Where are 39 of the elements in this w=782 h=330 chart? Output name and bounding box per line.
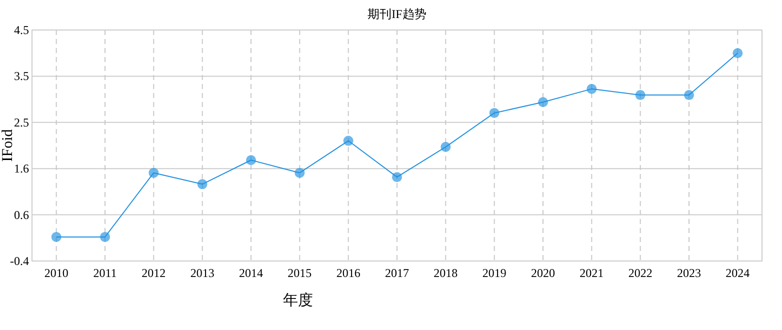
point xyxy=(538,97,548,108)
point xyxy=(732,48,743,58)
point xyxy=(586,84,597,94)
point xyxy=(635,90,646,100)
x-tick-label: 2013 xyxy=(190,266,214,280)
y-tick-label: 1.6 xyxy=(14,162,29,176)
x-tick-label: 2017 xyxy=(385,266,409,280)
x-tick-label: 2019 xyxy=(482,266,506,280)
y-tick-label: 4.5 xyxy=(14,23,29,37)
x-tick-label: 2010 xyxy=(44,266,68,280)
point xyxy=(51,232,62,242)
x-tick-label: 2014 xyxy=(239,266,263,280)
x-tick-label: 2015 xyxy=(288,266,312,280)
point xyxy=(148,168,159,178)
x-tick-label: 2011 xyxy=(93,266,117,280)
x-tick-label: 2021 xyxy=(580,266,604,280)
y-axis-title: IFoid xyxy=(0,128,16,162)
x-tick-label: 2020 xyxy=(531,266,555,280)
point xyxy=(343,136,354,146)
x-tick-label: 2024 xyxy=(726,266,750,280)
x-axis-title: 年度 xyxy=(283,292,313,309)
x-tick-label: 2023 xyxy=(677,266,701,280)
point xyxy=(294,168,305,178)
point xyxy=(197,179,208,190)
y-tick-label: 2.5 xyxy=(14,115,29,130)
y-tick-label: 0.6 xyxy=(14,208,29,222)
chart-title: 期刊IF趋势 xyxy=(368,7,426,21)
x-tick-label: 2022 xyxy=(628,266,652,280)
point xyxy=(392,172,402,182)
point xyxy=(684,90,694,100)
y-tick-label: 3.5 xyxy=(14,69,29,84)
x-tick-label: 2018 xyxy=(434,266,458,280)
y-tick-label: -0.4 xyxy=(10,254,29,268)
x-tick-label: 2012 xyxy=(142,266,166,280)
point xyxy=(246,155,256,166)
point xyxy=(489,108,500,118)
x-tick-label: 2016 xyxy=(336,266,360,280)
point xyxy=(100,232,110,242)
point xyxy=(440,142,451,152)
